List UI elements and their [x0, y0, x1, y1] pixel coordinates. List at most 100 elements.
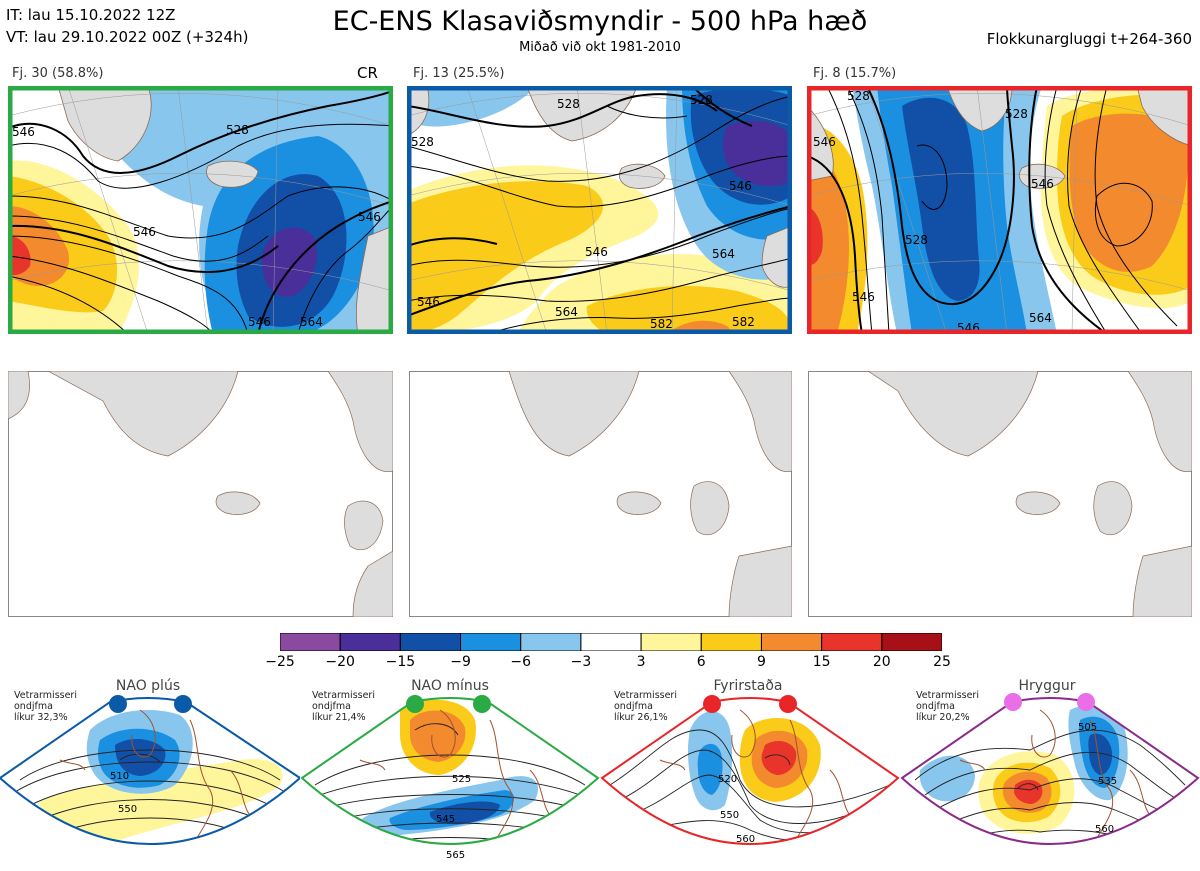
regime-2-contour-label: 565	[446, 850, 465, 861]
empty-map-2	[409, 371, 792, 617]
cluster-2-contour-label: 564	[712, 247, 735, 261]
regime-1-dot	[109, 695, 127, 713]
regime-2-probability: Vetrarmisseri ondjfma líkur 21,4%	[312, 690, 375, 723]
cluster-3-label: Fj. 8 (15.7%)	[813, 66, 897, 81]
cluster-1-contour-label: 564	[300, 315, 323, 329]
regime-3-contour-label: 520	[718, 774, 737, 785]
regime-4-border	[900, 697, 1200, 845]
regime-4-contour-label: 560	[1095, 824, 1114, 835]
cluster-2-contour-label: 528	[411, 135, 434, 149]
regime-1-probability: Vetrarmisseri ondjfma líkur 32,3%	[14, 690, 77, 723]
regime-4-map: 505 535 560	[900, 693, 1200, 845]
colorbar-tick-label: −9	[450, 654, 471, 670]
regime-3-dot	[779, 695, 797, 713]
regime-3-dot	[703, 695, 721, 713]
colorbar-swatch	[520, 632, 582, 652]
colorbar-tick-label: −15	[385, 654, 416, 670]
colorbar-swatch	[460, 632, 522, 652]
regime-2-name: NAO mínus	[411, 678, 489, 694]
colorbar	[279, 632, 943, 652]
regime-3-contour-label: 560	[736, 834, 755, 845]
colorbar-swatch	[821, 632, 883, 652]
init-time: IT: lau 15.10.2022 12Z	[6, 6, 176, 24]
cluster-3-contour-label: 528	[1005, 107, 1028, 121]
cluster-1-contour-label: 528	[226, 123, 249, 137]
cluster-1-contour-label: 546	[248, 315, 271, 329]
cluster-1-regime-tag: CR	[357, 64, 378, 82]
colorbar-tick-label: 9	[756, 654, 766, 670]
cluster-2-map: 528 528 546 546 546 564 564 582 582 528	[407, 86, 792, 334]
cluster-3-contour-label: 528	[847, 89, 870, 103]
cluster-2-contour-label: 528	[690, 93, 713, 107]
regime-4-probability: Vetrarmisseri ondjfma líkur 20,2%	[916, 690, 979, 723]
colorbar-tick-label: 25	[933, 654, 951, 670]
colorbar-tick-label: −3	[570, 654, 592, 670]
regime-4-contour-label: 505	[1078, 722, 1097, 733]
regime-4-contour-label: 535	[1098, 776, 1117, 787]
valid-time: VT: lau 29.10.2022 00Z (+324h)	[6, 28, 249, 46]
colorbar-tick-label: 20	[872, 654, 891, 670]
cluster-2-contour-label: 564	[555, 305, 578, 319]
cluster-1-contour-label: 546	[12, 125, 35, 139]
colorbar-swatches	[279, 632, 943, 652]
cluster-3-contour-label: 546	[852, 290, 875, 304]
cluster-2-label: Fj. 13 (25.5%)	[413, 66, 505, 81]
cluster-3-map: 528 546 528 546 528 546 564 546	[807, 86, 1192, 334]
colorbar-swatch	[700, 632, 762, 652]
cluster-2-contour-label: 546	[417, 295, 440, 309]
regime-2-border	[300, 697, 600, 845]
cluster-2-contour-label: 528	[557, 97, 580, 111]
page-subtitle: Miðað við okt 1981-2010	[519, 40, 681, 55]
cluster-3-border	[807, 86, 1192, 334]
cluster-2-border	[407, 86, 792, 334]
colorbar-swatch	[580, 632, 642, 652]
empty-map-3	[808, 371, 1192, 617]
colorbar-swatch	[399, 632, 462, 652]
regime-2-dot	[406, 695, 424, 713]
regime-3-border	[600, 697, 900, 845]
regime-1-contour-label: 550	[118, 804, 137, 815]
cluster-1-contour-label: 546	[358, 210, 381, 224]
regime-2-map: 525 545 565	[300, 695, 600, 861]
colorbar-tick-label: −25	[265, 654, 295, 670]
regime-4-name: Hryggur	[1018, 678, 1076, 694]
cluster-1-border	[8, 86, 393, 334]
cluster-2-contour-label: 582	[732, 315, 755, 329]
cluster-1-contour-label: 546	[133, 225, 156, 239]
colorbar-swatch	[279, 632, 341, 652]
colorbar-tick-label: 3	[636, 654, 646, 670]
cluster-1-label: Fj. 30 (58.8%)	[12, 66, 104, 81]
regime-3-contour-label: 550	[720, 810, 739, 821]
cluster-2-contour-label: 546	[585, 245, 608, 259]
regime-2-contour-label: 545	[436, 814, 455, 825]
regime-2-contour-label: 525	[452, 774, 471, 785]
cluster-3-contour-label: 546	[813, 135, 836, 149]
regime-2-dot	[473, 695, 491, 713]
colorbar-swatch	[760, 632, 823, 652]
colorbar-swatch	[339, 632, 401, 652]
regime-3-map: 520 550 560	[600, 695, 900, 845]
cluster-3-contour-label: 546	[1031, 177, 1054, 191]
regime-1-name: NAO plús	[115, 678, 181, 694]
classification-window: Flokkunargluggi t+264-360	[986, 30, 1192, 48]
colorbar-tick-label: −20	[325, 654, 355, 670]
colorbar-tick-label: 15	[812, 654, 831, 670]
header-times: IT: lau 15.10.2022 12Z VT: lau 29.10.202…	[6, 4, 248, 48]
colorbar-swatch	[640, 632, 702, 652]
regime-1-border	[0, 697, 300, 845]
empty-map-1	[8, 371, 393, 617]
regime-1-map: 510 550	[0, 695, 300, 845]
regime-3-name: Fyrirstaða	[713, 678, 783, 694]
colorbar-tick-label: 6	[696, 654, 706, 670]
cluster-2-contour-label: 546	[729, 179, 752, 193]
regime-4-dot	[1077, 693, 1095, 711]
regime-4-dot	[1004, 693, 1022, 711]
page-title: EC-ENS Klasaviðsmyndir - 500 hPa hæð	[332, 6, 868, 37]
regime-1-dot	[174, 695, 192, 713]
cluster-3-contour-label: 564	[1029, 311, 1052, 325]
cluster-1-map: 546 528 546 546 546 564	[8, 86, 393, 334]
colorbar-tick-label: −6	[510, 654, 532, 670]
regime-3-probability: Vetrarmisseri ondjfma líkur 26,1%	[614, 690, 677, 723]
regime-1-contour-label: 510	[110, 771, 129, 782]
colorbar-swatch	[881, 632, 943, 652]
